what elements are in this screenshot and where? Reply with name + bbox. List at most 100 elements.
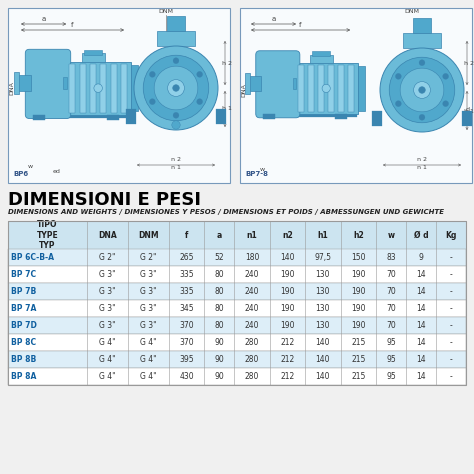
Text: 140: 140 [280, 253, 295, 262]
Text: 14: 14 [416, 338, 426, 347]
Bar [8, 249, 466, 266]
Bar [29, 53, 67, 115]
Bar [328, 64, 334, 112]
Text: h 1: h 1 [222, 106, 232, 110]
Text: DNM: DNM [138, 230, 159, 239]
Circle shape [173, 58, 179, 64]
Circle shape [443, 73, 448, 79]
Bar [69, 64, 75, 113]
Bar [413, 18, 431, 33]
Text: ed: ed [53, 169, 61, 174]
Text: 212: 212 [280, 372, 294, 381]
Text: 70: 70 [386, 270, 396, 279]
Bar [80, 64, 86, 113]
Bar [261, 114, 356, 117]
Bar [292, 78, 296, 89]
Circle shape [389, 57, 455, 123]
Circle shape [173, 85, 179, 91]
Circle shape [197, 99, 202, 105]
Text: BP 7C: BP 7C [11, 270, 36, 279]
Bar [110, 64, 117, 113]
Text: 80: 80 [214, 287, 224, 296]
Text: Ø d: Ø d [414, 230, 428, 239]
Circle shape [172, 121, 180, 129]
Text: a: a [272, 16, 276, 22]
Circle shape [322, 84, 330, 92]
Text: 190: 190 [280, 270, 295, 279]
Text: G 3": G 3" [99, 304, 116, 313]
Bar [246, 76, 261, 91]
Text: n 1: n 1 [171, 165, 181, 170]
Text: 190: 190 [280, 287, 295, 296]
Text: 80: 80 [214, 321, 224, 330]
Text: n2: n2 [282, 230, 293, 239]
Text: G 4": G 4" [99, 338, 116, 347]
Bar [8, 221, 466, 385]
Text: DNA: DNA [241, 83, 246, 97]
Text: 190: 190 [280, 321, 295, 330]
Bar [462, 111, 472, 126]
Text: d: d [466, 107, 470, 112]
Text: 130: 130 [316, 304, 330, 313]
Text: 212: 212 [280, 338, 294, 347]
Text: 14: 14 [416, 372, 426, 381]
Bar [157, 31, 195, 46]
Bar [16, 75, 31, 91]
Circle shape [443, 100, 448, 107]
Bar [348, 64, 354, 112]
Text: 70: 70 [386, 321, 396, 330]
Text: h 1: h 1 [464, 109, 474, 113]
Bar [65, 62, 131, 115]
Bar [8, 266, 466, 283]
Text: 14: 14 [416, 287, 426, 296]
Circle shape [143, 55, 209, 121]
Text: 95: 95 [386, 338, 396, 347]
Circle shape [395, 100, 401, 107]
Circle shape [400, 68, 444, 112]
Text: n 1: n 1 [417, 165, 427, 170]
Text: 97,5: 97,5 [314, 253, 331, 262]
Bar [64, 77, 67, 89]
Bar [312, 52, 330, 56]
Bar [90, 64, 96, 113]
Text: -: - [450, 304, 452, 313]
Bar [8, 221, 466, 249]
Bar [240, 8, 472, 183]
Bar [100, 64, 106, 113]
Text: h1: h1 [318, 230, 328, 239]
Text: f: f [71, 22, 74, 28]
Text: 150: 150 [351, 253, 365, 262]
Circle shape [94, 84, 102, 92]
Text: a: a [217, 230, 222, 239]
Text: 190: 190 [351, 304, 365, 313]
Text: f: f [299, 22, 302, 28]
Circle shape [168, 80, 184, 96]
Bar [319, 64, 324, 112]
Text: 212: 212 [280, 355, 294, 364]
Text: h 2: h 2 [464, 61, 474, 65]
Text: 95: 95 [386, 355, 396, 364]
Text: BP 7A: BP 7A [11, 304, 36, 313]
Bar [8, 317, 466, 334]
Circle shape [149, 72, 155, 77]
Text: G 3": G 3" [140, 321, 157, 330]
Text: TIPO
TYPE
TYP: TIPO TYPE TYP [36, 220, 58, 250]
Text: 215: 215 [351, 355, 365, 364]
Bar [82, 53, 105, 62]
Bar [263, 114, 274, 118]
Text: w: w [28, 164, 33, 169]
Bar [31, 115, 129, 118]
Bar [260, 55, 296, 114]
Bar [310, 55, 333, 63]
Bar [8, 300, 466, 317]
Text: G 3": G 3" [140, 287, 157, 296]
Text: BP 6C-B-A: BP 6C-B-A [11, 253, 54, 262]
Text: 90: 90 [214, 355, 224, 364]
Text: h 2: h 2 [222, 61, 232, 65]
Text: 280: 280 [245, 355, 259, 364]
Text: G 2": G 2" [140, 253, 156, 262]
Circle shape [419, 60, 425, 65]
Circle shape [380, 48, 464, 132]
Bar [216, 109, 226, 124]
FancyBboxPatch shape [25, 49, 71, 118]
